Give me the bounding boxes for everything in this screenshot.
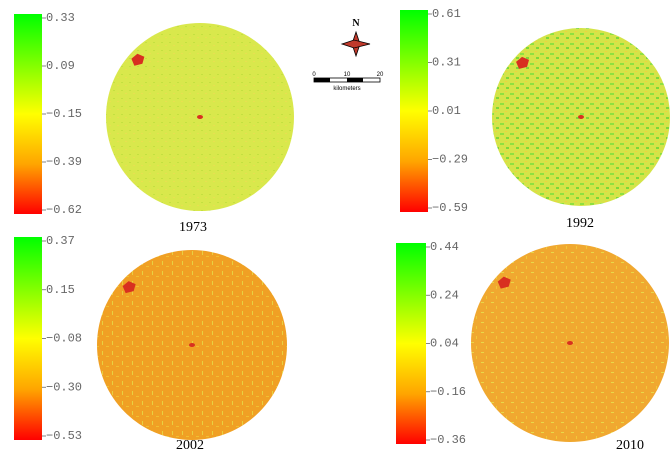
- colorbar-label: −0.62: [46, 203, 82, 217]
- colorbar-label: 0.15: [46, 283, 75, 297]
- scale-tick: 10: [344, 72, 351, 78]
- center-patch: [197, 115, 203, 119]
- colorbar-label: 0.04: [430, 337, 459, 351]
- colorbar-label: −0.30: [46, 380, 82, 394]
- scale-bar: 0 10 20 kilometers: [312, 72, 384, 92]
- colorbar-label: 0.31: [432, 56, 461, 70]
- colorbar: [396, 243, 426, 444]
- colorbar-label: 0.01: [432, 104, 461, 118]
- scale-tick: 20: [377, 72, 384, 78]
- colorbar: [14, 14, 42, 214]
- year-label: 2010: [616, 438, 644, 453]
- center-patch: [189, 343, 195, 347]
- colorbar-label: 0.24: [430, 288, 459, 302]
- scale-tick: 0: [312, 72, 316, 78]
- colorbar: [14, 237, 42, 440]
- colorbar: [400, 10, 428, 212]
- north-label: N: [352, 18, 360, 29]
- colorbar-label: −0.39: [46, 155, 82, 169]
- map-panel: 0.37 0.15 −0.08 −0.30 −0.53 2002: [14, 234, 287, 453]
- colorbar-label: 0.09: [46, 59, 75, 73]
- scale-unit: kilometers: [333, 86, 360, 92]
- map-panel: 0.44 0.24 0.04 −0.16 −0.36 2010: [396, 240, 669, 453]
- center-patch: [578, 115, 584, 119]
- colorbar-label: 0.44: [430, 240, 459, 254]
- figure: N 0 10 20 kilometers 0.33 0.09 −0.15 −0.39 −…: [0, 0, 670, 454]
- colorbar-label: −0.59: [432, 201, 468, 215]
- year-label: 1973: [179, 220, 207, 235]
- colorbar-label: 0.33: [46, 11, 75, 25]
- year-label: 1992: [566, 216, 594, 231]
- north-arrow: N: [342, 18, 370, 56]
- center-patch: [567, 341, 573, 345]
- colorbar-label: 0.61: [432, 7, 461, 21]
- colorbar-label: −0.53: [46, 429, 82, 443]
- year-label: 2002: [176, 438, 204, 453]
- colorbar-label: −0.16: [430, 385, 466, 399]
- colorbar-label: −0.36: [430, 433, 466, 447]
- colorbar-label: −0.29: [432, 153, 468, 167]
- colorbar-label: 0.37: [46, 234, 75, 248]
- colorbar-label: −0.15: [46, 107, 82, 121]
- colorbar-label: −0.08: [46, 332, 82, 346]
- map-panel: 0.33 0.09 −0.15 −0.39 −0.62 1973: [14, 11, 294, 235]
- map-panel: 0.61 0.31 0.01 −0.29 −0.59 1992: [400, 7, 670, 231]
